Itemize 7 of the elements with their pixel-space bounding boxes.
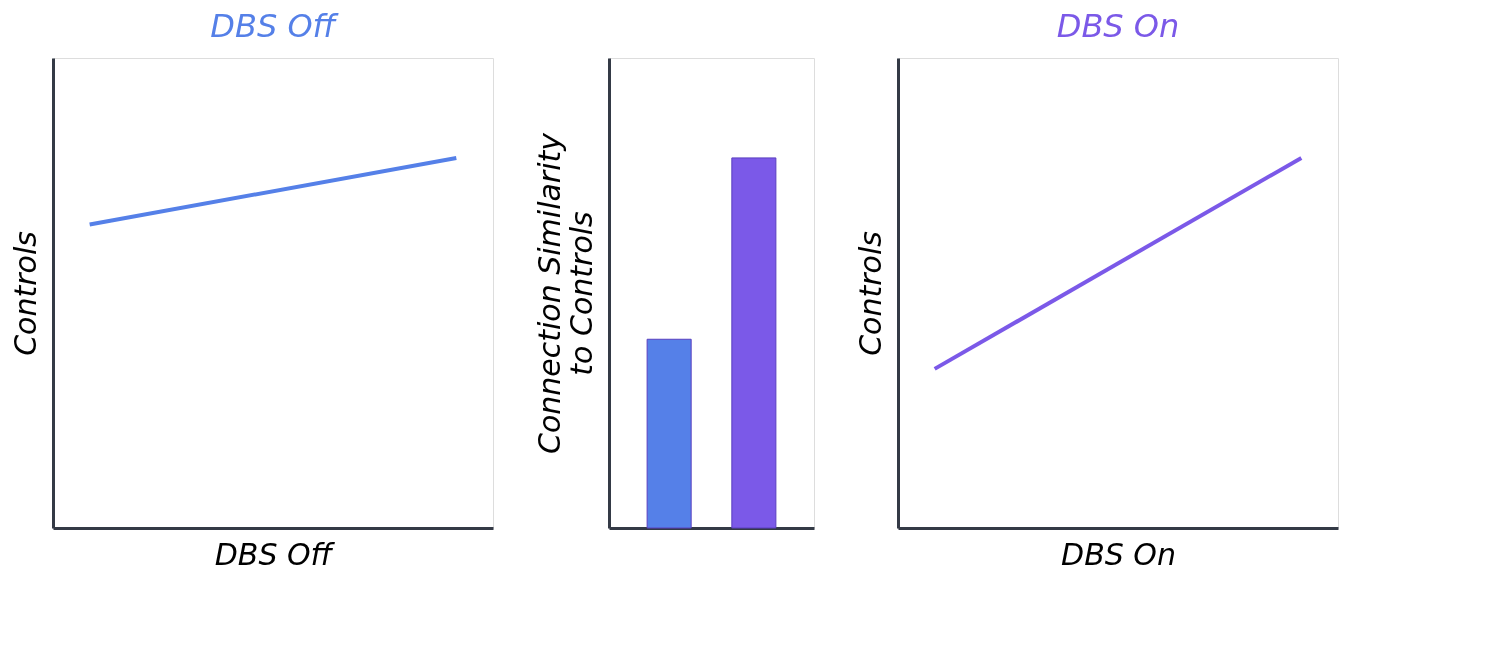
chart-title: DBS Off	[210, 7, 340, 45]
x-axis-title: DBS Off	[214, 536, 336, 572]
y-axis-title: Connection Similarity to Controls	[531, 131, 599, 455]
y-axis-title: Controls	[7, 231, 43, 356]
chart-title: DBS On	[1056, 7, 1180, 45]
y-axis-title: Controls	[852, 231, 888, 356]
x-axis-title: DBS On	[1061, 536, 1176, 572]
